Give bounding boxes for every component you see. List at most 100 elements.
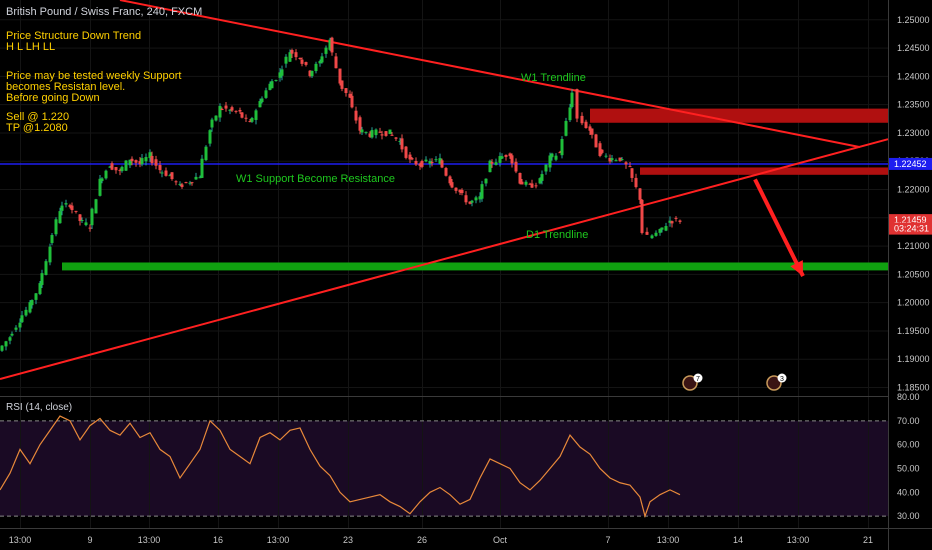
- candle-body: [568, 107, 572, 121]
- candle-body: [584, 121, 588, 129]
- price-tick-label: 1.19000: [897, 354, 930, 364]
- candle-body: [180, 184, 184, 187]
- candle-body: [530, 183, 534, 188]
- candle-body: [90, 208, 94, 226]
- candle-body: [575, 89, 579, 119]
- price-tick-label: 1.23000: [897, 128, 930, 138]
- candle-body: [330, 37, 334, 53]
- candle-body: [304, 62, 308, 65]
- candle-body: [94, 199, 98, 214]
- time-tick-label: 26: [417, 535, 427, 545]
- time-axis[interactable]: 13:00 9 13:00 16 13:00 23 26 Oct 7 13:00 14 13:00 21: [9, 535, 873, 545]
- candle-body: [554, 155, 558, 160]
- time-tick-label: 13:00: [787, 535, 810, 545]
- candle-body: [504, 154, 508, 157]
- candle-body: [24, 309, 28, 316]
- candle-body: [474, 197, 478, 201]
- candle-body: [540, 174, 544, 181]
- candle-body: [288, 52, 292, 62]
- candle-body: [428, 160, 432, 164]
- price-axis[interactable]: 1.250001.245001.240001.235001.230001.225…: [889, 15, 932, 393]
- candle-body: [360, 129, 364, 133]
- candle-body: [60, 205, 64, 211]
- candle-body: [350, 95, 354, 108]
- candle-body: [528, 183, 532, 185]
- time-tick-label: 9: [87, 535, 92, 545]
- candle-body: [34, 293, 38, 300]
- candle-body: [468, 201, 472, 204]
- time-tick-label: 13:00: [9, 535, 32, 545]
- rsi-title: RSI (14, close): [6, 402, 73, 413]
- rsi-axis[interactable]: 80.00 70.00 60.00 50.00 40.00 30.00: [897, 392, 920, 521]
- candle-body: [380, 134, 384, 136]
- candle-body: [160, 172, 164, 174]
- candle-body: [64, 203, 68, 205]
- candle-body: [374, 129, 378, 136]
- chart-title: British Pound / Swiss Franc, 240, FXCM: [6, 6, 203, 18]
- candle-body: [308, 70, 312, 76]
- rsi-line: [0, 415, 681, 519]
- candle-body: [610, 158, 614, 161]
- candle-body: [84, 222, 88, 226]
- candle-body: [260, 98, 264, 103]
- candle-body: [490, 162, 494, 164]
- candle-body: [128, 159, 132, 166]
- candle-body: [594, 134, 598, 148]
- candle-body: [150, 155, 154, 164]
- candle-body: [600, 149, 604, 153]
- candle-body: [508, 153, 512, 157]
- candle-body: [448, 176, 452, 184]
- candle-body: [30, 300, 34, 306]
- price-tick-label: 1.20500: [897, 269, 930, 279]
- candle-body: [470, 200, 474, 203]
- candle-body: [340, 80, 344, 89]
- candle-body: [494, 162, 498, 165]
- rsi-tick-label: 30.00: [897, 511, 920, 521]
- candle-body: [198, 177, 202, 179]
- candle-body: [88, 227, 92, 229]
- candle-body: [524, 181, 528, 185]
- candle-body: [645, 231, 649, 235]
- candle-body: [0, 345, 4, 351]
- candle-body: [424, 159, 428, 162]
- event-badge: [766, 375, 782, 391]
- candle-body: [194, 176, 198, 180]
- candle-body: [298, 57, 302, 59]
- w1-trendline-label: W1 Trendline: [521, 72, 586, 84]
- candle-body: [158, 164, 162, 171]
- candle-body: [484, 178, 488, 184]
- candle-body: [408, 154, 412, 160]
- candle-body: [388, 129, 392, 134]
- candle-body: [110, 163, 114, 170]
- candle-body: [440, 160, 444, 168]
- candle-body: [224, 105, 228, 109]
- candle-body: [290, 50, 294, 54]
- candle-body: [654, 232, 658, 236]
- candle-body: [98, 178, 102, 196]
- candle-body: [338, 68, 342, 84]
- candle-body: [478, 196, 482, 200]
- price-tick-label: 1.24000: [897, 71, 930, 81]
- candle-body: [418, 163, 422, 166]
- candle-body: [54, 219, 58, 235]
- candle-body: [370, 130, 374, 138]
- candle-body: [670, 221, 674, 224]
- candle-body: [264, 90, 268, 98]
- time-tick-label: 16: [213, 535, 223, 545]
- candle-body: [500, 156, 504, 159]
- candle-body: [410, 158, 414, 160]
- candle-body: [230, 107, 234, 111]
- projection-arrowhead: [790, 260, 803, 277]
- candle-body: [450, 182, 454, 188]
- zone-rect: [640, 167, 888, 175]
- candle-body: [214, 115, 218, 121]
- candle-body: [240, 112, 244, 118]
- price-tag-bg: [889, 222, 932, 235]
- candle-body: [320, 56, 324, 63]
- zones: [62, 108, 888, 271]
- candle-body: [570, 92, 574, 108]
- trendlines: [0, 0, 889, 380]
- rsi-tick-label: 60.00: [897, 440, 920, 450]
